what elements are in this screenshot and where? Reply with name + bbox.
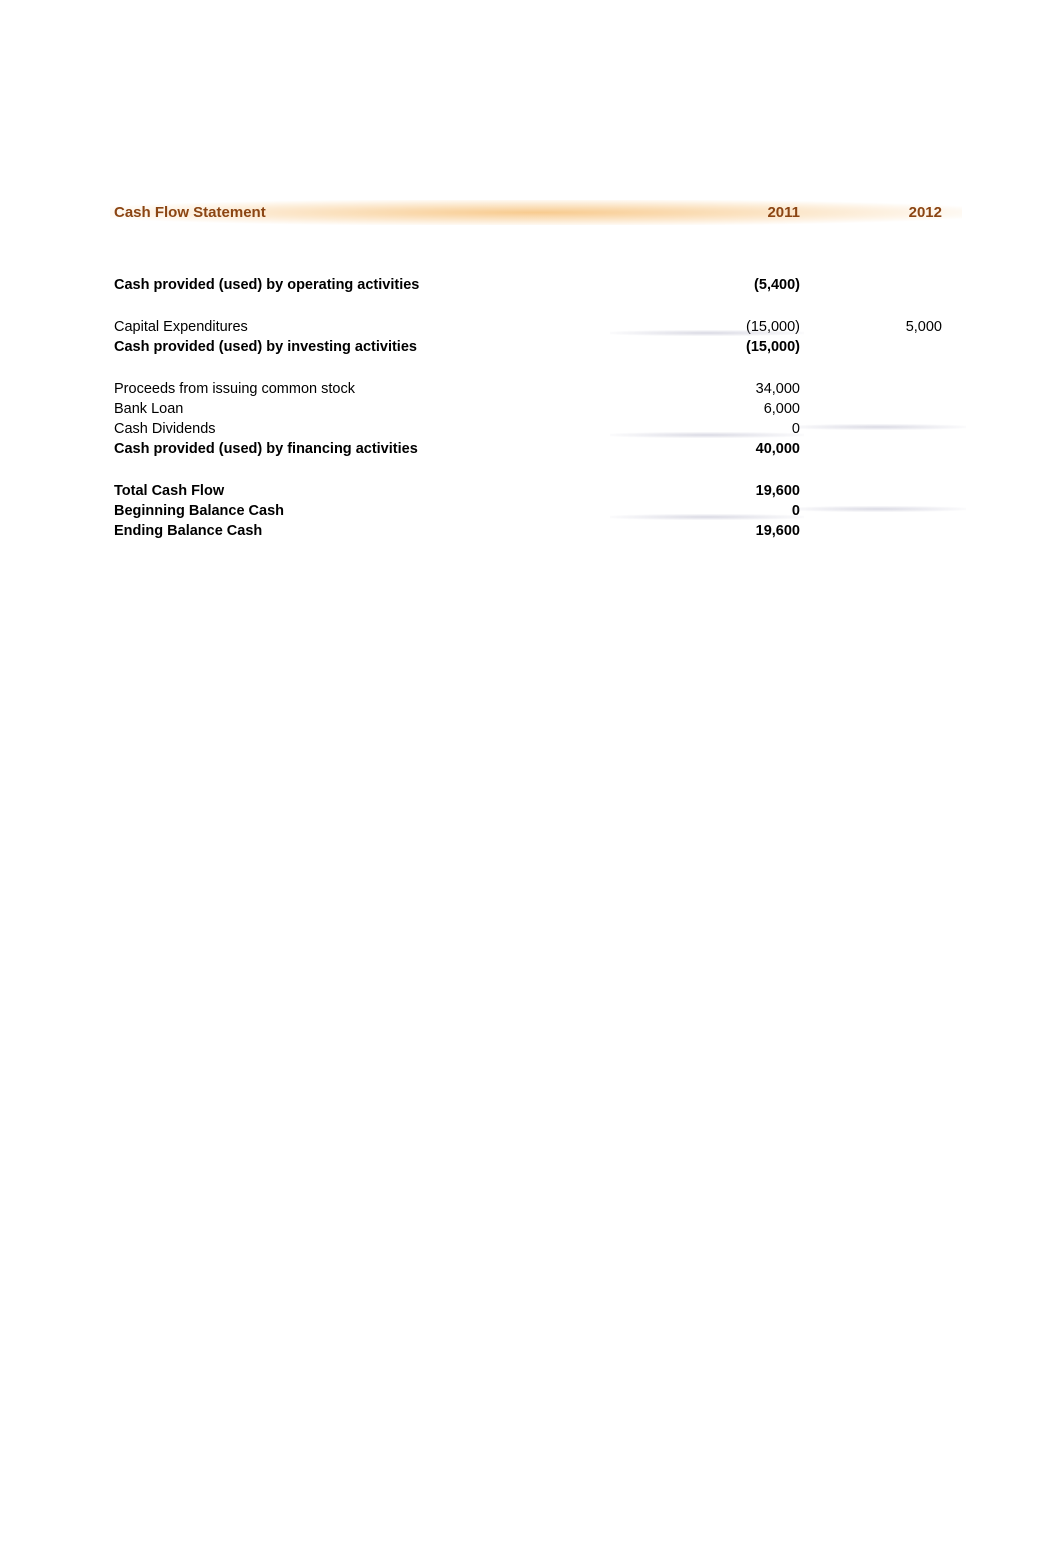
operating-label: Cash provided (used) by operating activi… <box>110 277 620 293</box>
year-column-2: 2012 <box>800 204 962 221</box>
beginning-val-2011: 0 <box>620 503 800 519</box>
dividends-row: Cash Dividends 0 <box>110 419 962 439</box>
spacer <box>110 295 962 317</box>
financing-activities-row: Cash provided (used) by financing activi… <box>110 439 962 459</box>
beginning-label: Beginning Balance Cash <box>110 503 620 519</box>
ending-label: Ending Balance Cash <box>110 523 620 539</box>
spacer <box>110 459 962 481</box>
investing-activities-row: Cash provided (used) by investing activi… <box>110 337 962 357</box>
bankloan-row: Bank Loan 6,000 <box>110 399 962 419</box>
total-label: Total Cash Flow <box>110 483 620 499</box>
total-val-2011: 19,600 <box>620 483 800 499</box>
statement-title: Cash Flow Statement <box>110 204 620 221</box>
capex-val-2012: 5,000 <box>800 319 962 335</box>
investing-label: Cash provided (used) by investing activi… <box>110 339 620 355</box>
financing-val-2011: 40,000 <box>620 441 800 457</box>
spacer <box>110 357 962 379</box>
ending-val-2011: 19,600 <box>620 523 800 539</box>
dividends-label: Cash Dividends <box>110 421 620 437</box>
cash-flow-statement: Cash Flow Statement 2011 2012 Cash provi… <box>110 200 962 541</box>
proceeds-label: Proceeds from issuing common stock <box>110 381 620 397</box>
operating-activities-row: Cash provided (used) by operating activi… <box>110 275 962 295</box>
header-row: Cash Flow Statement 2011 2012 <box>110 200 962 225</box>
total-cashflow-row: Total Cash Flow 19,600 <box>110 481 962 501</box>
capex-row: Capital Expenditures (15,000) 5,000 <box>110 317 962 337</box>
year-column-1: 2011 <box>620 204 800 221</box>
operating-val-2011: (5,400) <box>620 277 800 293</box>
ending-balance-row: Ending Balance Cash 19,600 <box>110 521 962 541</box>
financing-label: Cash provided (used) by financing activi… <box>110 441 620 457</box>
bankloan-label: Bank Loan <box>110 401 620 417</box>
investing-val-2011: (15,000) <box>620 339 800 355</box>
capex-label: Capital Expenditures <box>110 319 620 335</box>
proceeds-row: Proceeds from issuing common stock 34,00… <box>110 379 962 399</box>
capex-val-2011: (15,000) <box>620 319 800 335</box>
beginning-balance-row: Beginning Balance Cash 0 <box>110 501 962 521</box>
bankloan-val-2011: 6,000 <box>620 401 800 417</box>
proceeds-val-2011: 34,000 <box>620 381 800 397</box>
dividends-val-2011: 0 <box>620 421 800 437</box>
